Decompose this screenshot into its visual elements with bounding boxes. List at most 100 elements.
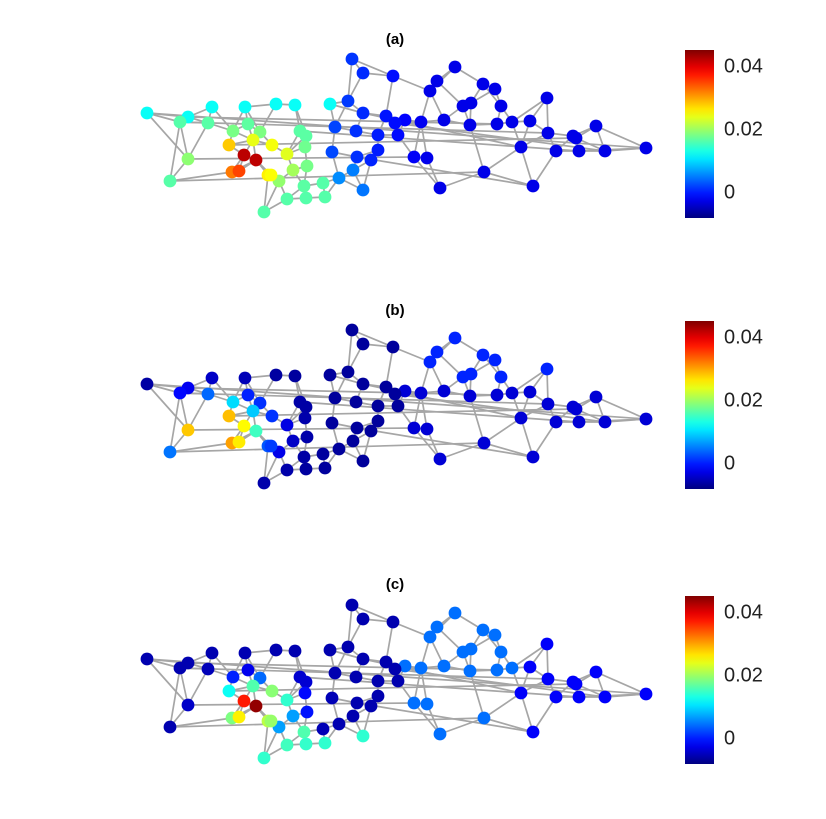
colorbar-tick-label: 0.02 bbox=[724, 119, 763, 141]
network-edge bbox=[169, 667, 181, 728]
colorbar-tick-label: 0.04 bbox=[724, 327, 763, 349]
network-node bbox=[316, 722, 330, 736]
colorbar-tick-label: 0 bbox=[724, 452, 735, 474]
network-node bbox=[345, 52, 359, 66]
network-node bbox=[414, 661, 428, 675]
colorbar-tick-label: 0.02 bbox=[724, 665, 763, 687]
network-node bbox=[541, 672, 555, 686]
network-node bbox=[598, 415, 612, 429]
network-edge bbox=[595, 125, 647, 149]
network-node bbox=[163, 720, 177, 734]
network-edge bbox=[511, 643, 548, 669]
network-edge bbox=[483, 692, 522, 719]
network-edge bbox=[483, 442, 534, 458]
network-node bbox=[222, 138, 236, 152]
network-edge bbox=[356, 156, 534, 187]
network-node bbox=[205, 100, 219, 114]
colorbar-tick-label: 0.04 bbox=[724, 56, 763, 78]
network-edge bbox=[146, 383, 189, 431]
network-node bbox=[356, 652, 370, 666]
network-edge bbox=[532, 696, 557, 733]
network-node bbox=[572, 415, 586, 429]
network-node bbox=[371, 128, 385, 142]
network-node bbox=[286, 709, 300, 723]
network-node bbox=[526, 725, 540, 739]
node-layer-b bbox=[140, 323, 653, 490]
network-node bbox=[286, 163, 300, 177]
colorbar-gradient bbox=[685, 321, 714, 489]
network-node bbox=[297, 725, 311, 739]
network-node bbox=[356, 183, 370, 197]
colorbar-c: 0.04 0.02 0 bbox=[685, 596, 763, 764]
network-node bbox=[423, 630, 437, 644]
network-node bbox=[414, 115, 428, 129]
network-node bbox=[173, 115, 187, 129]
network-node bbox=[140, 106, 154, 120]
network-node bbox=[407, 150, 421, 164]
network-edge bbox=[187, 122, 209, 160]
network-node bbox=[173, 386, 187, 400]
network-node bbox=[300, 705, 314, 719]
network-node bbox=[505, 661, 519, 675]
network-node bbox=[257, 751, 271, 765]
network-node bbox=[505, 115, 519, 129]
network-node bbox=[181, 698, 195, 712]
network-node bbox=[297, 179, 311, 193]
network-edge bbox=[351, 329, 394, 348]
network-node bbox=[386, 340, 400, 354]
network-edge bbox=[169, 171, 233, 182]
network-edge bbox=[439, 717, 485, 735]
network-edge bbox=[385, 75, 394, 117]
network-node bbox=[140, 377, 154, 391]
network-edge bbox=[187, 156, 415, 160]
network-node bbox=[477, 165, 491, 179]
network-edge bbox=[169, 717, 485, 728]
network-edge bbox=[169, 442, 233, 453]
network-node bbox=[523, 660, 537, 674]
network-node bbox=[430, 620, 444, 634]
network-node bbox=[549, 690, 563, 704]
network-edge bbox=[469, 395, 485, 444]
network-edge bbox=[520, 417, 534, 458]
network-node bbox=[448, 60, 462, 74]
network-node bbox=[514, 411, 528, 425]
network-edge bbox=[347, 604, 353, 648]
network-edge bbox=[228, 408, 577, 417]
network-node bbox=[288, 644, 302, 658]
network-node bbox=[238, 371, 252, 385]
network-node bbox=[299, 191, 313, 205]
network-node bbox=[257, 476, 271, 490]
network-node bbox=[398, 659, 412, 673]
network-node bbox=[205, 646, 219, 660]
network-node bbox=[264, 714, 278, 728]
network-node bbox=[299, 737, 313, 751]
network-node bbox=[388, 662, 402, 676]
network-node bbox=[494, 370, 508, 384]
network-node bbox=[494, 99, 508, 113]
network-node bbox=[433, 452, 447, 466]
network-node bbox=[356, 106, 370, 120]
colorbar-tick-label: 0 bbox=[724, 727, 735, 749]
network-edge bbox=[578, 147, 647, 152]
network-node bbox=[598, 690, 612, 704]
network-node bbox=[356, 454, 370, 468]
network-node bbox=[349, 395, 363, 409]
network-node bbox=[298, 411, 312, 425]
network-node bbox=[463, 118, 477, 132]
network-node bbox=[226, 395, 240, 409]
network-node bbox=[323, 97, 337, 111]
network-edge bbox=[356, 427, 534, 458]
network-node bbox=[341, 365, 355, 379]
panel-title-b: (b) bbox=[385, 302, 404, 319]
network-node bbox=[163, 445, 177, 459]
network-node bbox=[246, 679, 260, 693]
network-edge bbox=[483, 717, 534, 733]
network-node bbox=[238, 646, 252, 660]
network-node bbox=[316, 447, 330, 461]
network-node bbox=[246, 404, 260, 418]
network-edge bbox=[511, 97, 548, 123]
network-node bbox=[201, 662, 215, 676]
network-node bbox=[476, 623, 490, 637]
network-edge bbox=[187, 668, 209, 706]
network-node bbox=[140, 652, 154, 666]
